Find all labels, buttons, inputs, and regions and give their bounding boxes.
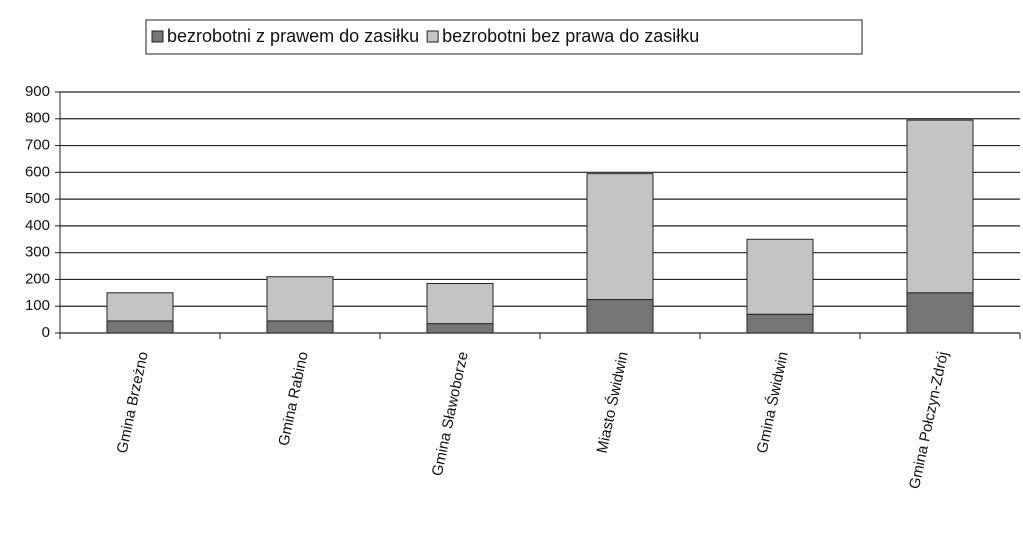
y-tick-label: 200 [25,270,50,287]
bar-segment [746,313,814,334]
x-tick-label: Gmina Połczyn-Zdrój [906,350,952,491]
x-tick-label: Miasto Świdwin [593,350,632,455]
legend-box [145,19,863,55]
y-tick-label: 800 [25,110,50,127]
x-tick-label: Gmina Świdwin [753,350,792,455]
bar-segment [586,173,654,301]
x-tick-label: Gmina Sławoborze [429,350,472,477]
legend-swatch [426,30,439,43]
y-tick-label: 0 [42,324,50,341]
y-tick-label: 100 [25,297,50,314]
bar-segment [906,119,974,294]
y-tick-label: 400 [25,217,50,234]
legend-label: bezrobotni z prawem do zasiłku [167,26,419,46]
x-tick-label: Gmina Brzeżno [114,350,152,455]
bar-segment [106,292,174,322]
y-tick-label: 300 [25,244,50,261]
legend-label: bezrobotni bez prawa do zasiłku [442,26,699,46]
bar-segment [266,320,334,334]
y-tick-label: 600 [25,163,50,180]
legend-swatch [151,30,164,43]
bar-segment [586,299,654,334]
y-tick-label: 500 [25,190,50,207]
bar-segment [906,292,974,334]
bar-segment [106,320,174,334]
bar-segment [266,276,334,322]
x-tick-label: Gmina Rabino [275,350,312,447]
bar-segment [746,238,814,315]
bar-segment [426,323,494,334]
y-tick-label: 900 [25,83,50,100]
bar-segment [426,282,494,325]
y-tick-label: 700 [25,137,50,154]
